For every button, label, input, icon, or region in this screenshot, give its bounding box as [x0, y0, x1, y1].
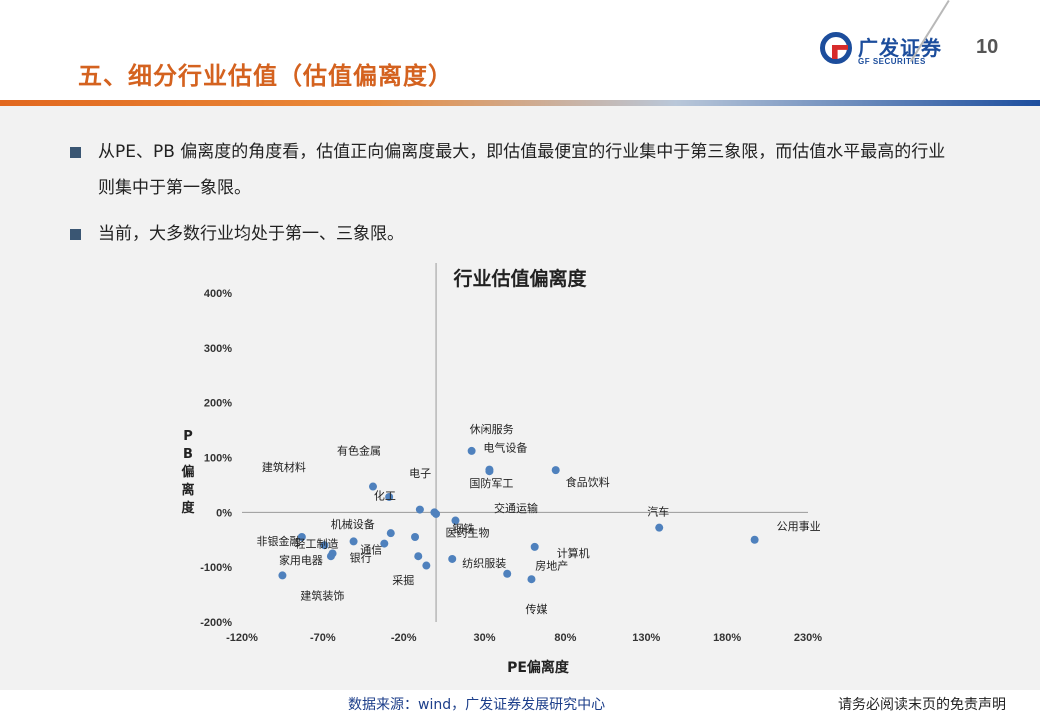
- point-食品饮料: [551, 466, 560, 475]
- point-电子: [385, 492, 394, 501]
- logo-mark-icon: [820, 32, 852, 64]
- y-tick-label: -100%: [200, 562, 232, 574]
- y-tick-label: 400%: [204, 288, 232, 300]
- point-label: 银行: [350, 550, 372, 564]
- point-label: 国防军工: [469, 476, 513, 490]
- point-传媒: [527, 575, 536, 584]
- point-综合: [422, 561, 431, 570]
- point-label: 通信: [360, 544, 382, 557]
- point-label: 有色金属: [337, 444, 381, 458]
- point-label: 非银金融: [256, 534, 300, 548]
- y-tick-label: -200%: [200, 617, 232, 629]
- point-有色金属: [368, 482, 377, 491]
- point-纺织服装: [448, 554, 457, 563]
- bullet-1: 从PE、PB 偏离度的角度看，估值正向偏离度最大，即估值最便宜的行业集中于第三象…: [70, 134, 950, 206]
- point-label: 机械设备: [331, 517, 375, 531]
- point-交通运输: [432, 509, 441, 518]
- chart-text: 行业估值偏离度 PE偏离度 400% 300% 200% 100% 0% -100% -20…: [181, 267, 822, 676]
- point-公用事业: [750, 535, 759, 544]
- chart-points: [278, 446, 759, 584]
- y-axis-label-char: 离: [181, 482, 194, 498]
- point-国防军工: [485, 467, 494, 476]
- point-label: 纺织服装: [462, 556, 506, 570]
- bullet-2: 当前，大多数行业均处于第一、三象限。: [70, 216, 950, 252]
- point-label: 轻工制造: [295, 536, 339, 550]
- x-tick-label: 30%: [474, 632, 496, 644]
- company-logo: 广发证券 GF SECURITIES: [820, 30, 970, 72]
- point-汽车: [655, 523, 664, 532]
- point-基础化工: [411, 533, 420, 542]
- point-label: 化工: [374, 489, 396, 503]
- x-axis-label: PE偏离度: [507, 659, 570, 676]
- point-通信: [380, 539, 389, 548]
- x-tick-label: 230%: [794, 632, 822, 644]
- bullet-square-icon: [70, 229, 81, 240]
- bullet-1-text: 从PE、PB 偏离度的角度看，估值正向偏离度最大，即估值最便宜的行业集中于第三象…: [98, 142, 946, 198]
- point-label: 房地产: [535, 559, 568, 573]
- point-label: 医药生物: [445, 526, 489, 540]
- point-label: 建筑装饰: [300, 588, 344, 602]
- point-家用电器: [326, 552, 335, 561]
- point-label: 钢铁: [452, 522, 474, 535]
- header-gradient-bar: [0, 100, 1040, 106]
- x-tick-label: 180%: [713, 632, 741, 644]
- bullet-square-icon: [70, 147, 81, 158]
- y-tick-label: 0%: [216, 507, 232, 519]
- point-label: 电气设备: [483, 441, 527, 455]
- point-非银金融: [320, 541, 329, 550]
- point-label: 食品饮料: [566, 475, 610, 489]
- x-tick-label: -20%: [391, 632, 417, 644]
- x-tick-label: -70%: [310, 632, 336, 644]
- point-采掘: [414, 552, 423, 561]
- point-机械设备: [386, 529, 395, 538]
- page-title: 五、细分行业估值（估值偏离度）: [78, 62, 453, 90]
- y-tick-label: 200%: [204, 398, 232, 410]
- point-房地产: [503, 569, 512, 578]
- footer-disclaimer: 请务必阅读末页的免责声明: [838, 697, 1006, 713]
- point-建筑材料: [297, 533, 306, 542]
- x-tick-label: -120%: [226, 632, 258, 644]
- y-tick-label: 300%: [204, 343, 232, 355]
- point-银行: [349, 537, 358, 546]
- point-建筑装饰: [278, 571, 287, 580]
- point-计算机: [530, 542, 539, 551]
- chart-axes: [242, 263, 808, 622]
- point-化工: [415, 505, 424, 514]
- point-label: 传媒: [525, 603, 547, 616]
- y-axis-label-char: 偏: [181, 464, 194, 480]
- logo-english-text: GF SECURITIES: [858, 57, 926, 66]
- point-label: 建筑材料: [262, 460, 306, 474]
- footer-source: 数据来源：wind，广发证券发展研究中心: [348, 697, 606, 713]
- point-label: 休闲服务: [470, 422, 514, 436]
- bullet-2-text: 当前，大多数行业均处于第一、三象限。: [98, 224, 404, 244]
- point-label: 交通运输: [494, 501, 538, 515]
- point-label: 家用电器: [279, 553, 323, 567]
- y-tick-label: 100%: [204, 453, 232, 465]
- y-axis-label-char: P: [183, 429, 193, 444]
- content-background: [0, 106, 1040, 690]
- y-axis-label-char: 度: [181, 500, 195, 516]
- page-number: 10: [976, 36, 999, 58]
- point-休闲服务: [467, 446, 476, 455]
- point-label: 电子: [409, 467, 431, 480]
- point-label: 采掘: [392, 573, 414, 587]
- point-label: 计算机: [557, 546, 590, 560]
- logo-chinese-text: 广发证券: [858, 36, 942, 60]
- x-tick-label: 130%: [632, 632, 660, 644]
- point-label: 公用事业: [777, 520, 821, 533]
- point-label: 汽车: [647, 505, 669, 519]
- chart-title: 行业估值偏离度: [452, 267, 587, 290]
- y-axis-label-char: B: [183, 447, 193, 462]
- point-医药生物: [451, 516, 460, 525]
- x-tick-label: 80%: [554, 632, 576, 644]
